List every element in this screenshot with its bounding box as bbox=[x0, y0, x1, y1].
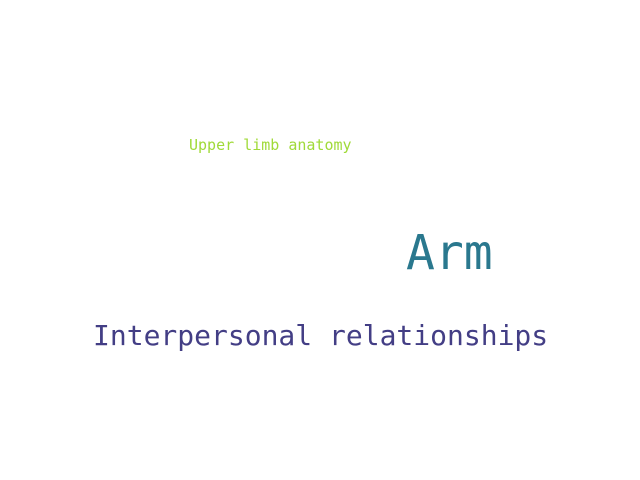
word-interpersonal-relationships: Interpersonal relationships bbox=[93, 319, 549, 352]
word-upper-limb-anatomy: Upper limb anatomy bbox=[189, 136, 352, 154]
word-arm: Arm bbox=[406, 225, 493, 281]
